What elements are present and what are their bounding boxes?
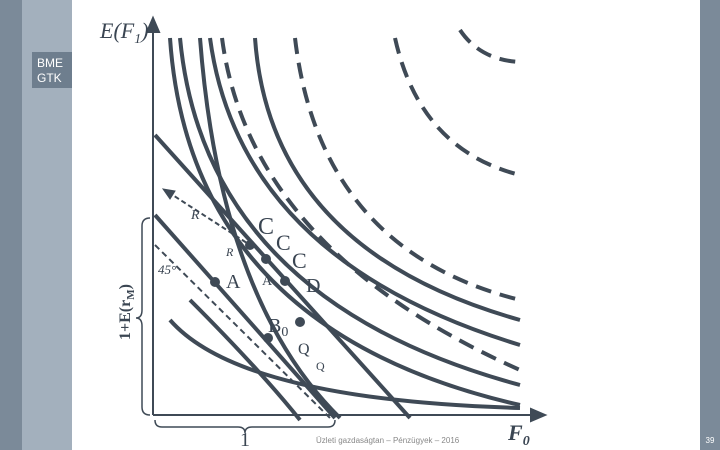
brace-y [135, 217, 151, 416]
right-strip [700, 0, 720, 450]
point-label: B0 [268, 315, 288, 340]
indifference-curve [168, 37, 521, 407]
point [210, 277, 220, 287]
angle-label: 45° [158, 262, 176, 277]
logo-box [32, 52, 72, 88]
point [280, 276, 290, 286]
logo-text: GTK [37, 71, 62, 85]
page-number: 39 [706, 436, 715, 445]
line-45 [154, 244, 331, 419]
point-label: C [258, 214, 274, 240]
point-label: C [292, 248, 307, 273]
y-arrow [145, 15, 161, 33]
indifference-curve [198, 37, 342, 420]
sidebar-dark [0, 0, 22, 450]
point-label: R [225, 245, 234, 259]
dashed-curve [293, 37, 521, 302]
point-label: C [276, 230, 291, 255]
x-arrow [530, 407, 548, 423]
budget-line [153, 133, 412, 420]
indifference-curve [188, 298, 302, 422]
y-axis-label: E(F1) [99, 18, 149, 47]
point-label: Q [298, 341, 310, 358]
brace-x [154, 419, 336, 434]
budget-line [153, 213, 337, 420]
arrow-head [161, 188, 176, 200]
arrow-r [167, 191, 251, 246]
dots [210, 240, 305, 343]
point [263, 333, 273, 343]
point-label: A [262, 274, 273, 289]
point [245, 240, 255, 250]
axes [135, 15, 548, 434]
indifference-curve [208, 37, 521, 347]
point-label: A [226, 271, 241, 293]
lines [153, 133, 412, 420]
point-label: D [306, 275, 320, 297]
dashed-curve [458, 28, 521, 64]
footer-text: Üzleti gazdaságtan – Pénzügyek – 2016 [316, 436, 460, 445]
point [295, 317, 305, 327]
point [261, 254, 271, 264]
dashed-curve [393, 37, 521, 177]
point-label: R [190, 208, 200, 223]
indifference-curve [253, 37, 521, 322]
brace-y-label: 1+E(rM) [117, 284, 137, 340]
brace-x-label: 1 [240, 429, 250, 450]
indifference-curve [178, 37, 521, 387]
dashed-curve [220, 37, 521, 372]
x-axis-label: F0 [507, 420, 530, 449]
point-label: Q [316, 359, 325, 373]
curves [168, 37, 521, 422]
logo-text: BME [37, 56, 63, 70]
dashed-curves [220, 28, 521, 372]
